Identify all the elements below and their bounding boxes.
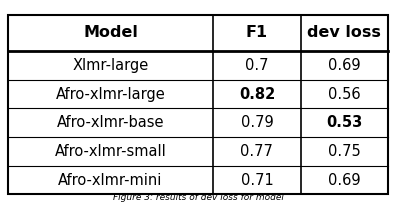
- Bar: [8, 15, 388, 194]
- Text: F1: F1: [246, 25, 268, 40]
- Text: Afro-xlmr-large: Afro-xlmr-large: [56, 87, 166, 102]
- Text: 0.82: 0.82: [239, 87, 275, 102]
- Text: Afro-xlmr-small: Afro-xlmr-small: [55, 144, 166, 159]
- Text: dev loss: dev loss: [307, 25, 381, 40]
- Text: 0.71: 0.71: [240, 173, 273, 188]
- Text: 0.77: 0.77: [240, 144, 273, 159]
- Text: Afro-xlmr-base: Afro-xlmr-base: [57, 115, 164, 130]
- Text: Afro-xlmr-mini: Afro-xlmr-mini: [58, 173, 163, 188]
- Text: 0.69: 0.69: [328, 58, 361, 73]
- Text: 0.7: 0.7: [245, 58, 268, 73]
- Text: Figure 3: results of dev loss for model: Figure 3: results of dev loss for model: [112, 193, 284, 202]
- Text: 0.69: 0.69: [328, 173, 361, 188]
- Text: Xlmr-large: Xlmr-large: [72, 58, 148, 73]
- Text: 0.75: 0.75: [328, 144, 361, 159]
- Text: 0.53: 0.53: [326, 115, 362, 130]
- Text: 0.56: 0.56: [328, 87, 361, 102]
- Text: 0.79: 0.79: [240, 115, 273, 130]
- Text: Model: Model: [83, 25, 138, 40]
